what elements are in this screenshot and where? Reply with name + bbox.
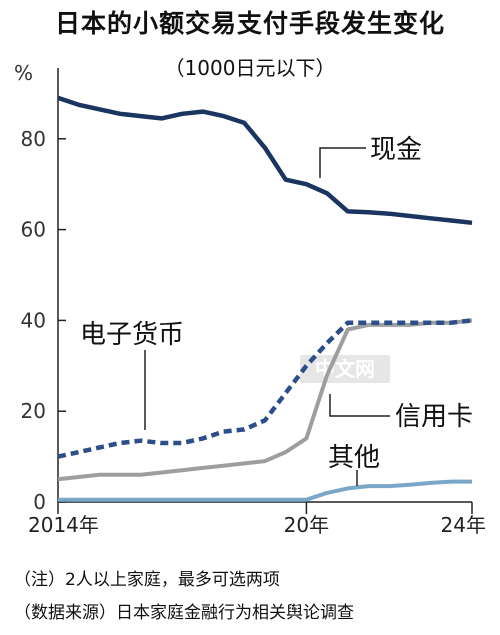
cash-series-leader — [319, 147, 366, 178]
footnote: （注）2人以上家庭，最多可选两项 — [14, 570, 280, 590]
y-tick-label: 20 — [21, 399, 46, 423]
chart-title: 日本的小额交易支付手段发生变化 — [54, 9, 445, 38]
source-note: （数据来源）日本家庭金融行为相关舆论调查 — [14, 603, 354, 623]
cash-line — [57, 95, 473, 226]
y-axis-unit: % — [14, 61, 33, 85]
x-tick-label: 2014年 — [28, 513, 99, 537]
credit-card-series-leader — [329, 394, 390, 417]
watermark-badge — [300, 355, 390, 383]
other-line — [58, 479, 472, 502]
y-tick-label: 40 — [21, 308, 46, 332]
y-tick-label: 0 — [33, 490, 46, 514]
y-tick-label: 60 — [21, 218, 46, 242]
e-money-series-label: 电子货币 — [80, 320, 184, 350]
y-tick-label: 80 — [21, 127, 46, 151]
cash-series-label: 现金 — [370, 135, 422, 165]
watermark-text: 中文网 — [315, 357, 375, 381]
other-series-label: 其他 — [328, 443, 380, 473]
x-tick-label: 24年 — [441, 513, 486, 537]
chart-subtitle: （1000日元以下） — [164, 56, 336, 80]
e-money-line — [57, 318, 473, 459]
x-tick-label: 20年 — [284, 513, 329, 537]
credit-card-series-label: 信用卡 — [395, 402, 473, 432]
